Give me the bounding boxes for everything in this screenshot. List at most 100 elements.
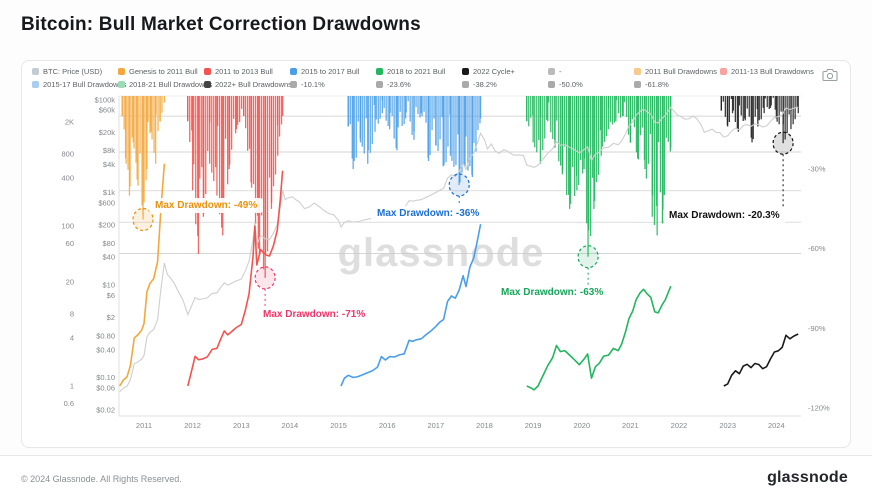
svg-text:$6: $6 bbox=[107, 291, 115, 300]
legend-color-swatch bbox=[204, 68, 211, 75]
svg-text:$1k: $1k bbox=[103, 188, 115, 197]
legend-color-swatch bbox=[720, 68, 727, 75]
export-chart-button[interactable] bbox=[822, 68, 838, 85]
max-drawdown-annotation: Max Drawdown: -49% bbox=[149, 198, 264, 213]
legend-item[interactable]: 2015-17 Bull Drawdowns bbox=[32, 80, 126, 89]
legend-item-label: 2011 to 2013 Bull bbox=[215, 67, 273, 76]
svg-text:$200: $200 bbox=[98, 220, 115, 229]
svg-text:2019: 2019 bbox=[525, 421, 542, 430]
svg-text:0.6: 0.6 bbox=[64, 399, 74, 408]
legend-item-label: -61.8% bbox=[645, 80, 669, 89]
svg-text:-90%: -90% bbox=[808, 324, 826, 333]
legend-item[interactable]: -61.8% bbox=[634, 80, 720, 89]
chart-canvas[interactable]: $100k$60k$20k$8k$4k$1k$600$200$80$40$10$… bbox=[22, 61, 850, 447]
legend-item[interactable]: 2015 to 2017 Bull bbox=[290, 67, 376, 76]
legend-color-swatch bbox=[462, 81, 469, 88]
svg-text:$600: $600 bbox=[98, 198, 115, 207]
legend-item-label: BTC: Price (USD) bbox=[43, 67, 103, 76]
legend-item-label: 2022+ Bull Drawdowns bbox=[215, 80, 292, 89]
legend-item[interactable]: -50.0% bbox=[548, 80, 634, 89]
svg-text:20: 20 bbox=[66, 277, 74, 286]
legend-color-swatch bbox=[118, 81, 125, 88]
svg-text:2017: 2017 bbox=[427, 421, 444, 430]
legend-item[interactable]: -38.2% bbox=[462, 80, 548, 89]
svg-text:400: 400 bbox=[61, 173, 74, 182]
svg-text:$8k: $8k bbox=[103, 146, 115, 155]
legend-color-swatch bbox=[376, 68, 383, 75]
chart-card: BTC: Price (USD) Genesis to 2011 Bull 2011… bbox=[21, 60, 851, 448]
svg-text:2012: 2012 bbox=[184, 421, 201, 430]
max-drawdown-annotation: Max Drawdown: -63% bbox=[495, 285, 610, 300]
legend-item[interactable]: 2011 Bull Drawdowns bbox=[634, 67, 720, 76]
legend-item[interactable]: BTC: Price (USD) bbox=[32, 67, 118, 76]
svg-text:2018: 2018 bbox=[476, 421, 493, 430]
max-drawdown-annotation: Max Drawdown: -20.3% bbox=[663, 208, 786, 223]
legend-item-label: 2011-13 Bull Drawdowns bbox=[731, 67, 814, 76]
legend-color-swatch bbox=[548, 68, 555, 75]
svg-text:-60%: -60% bbox=[808, 244, 826, 253]
svg-text:$100k: $100k bbox=[95, 96, 116, 105]
svg-text:$40: $40 bbox=[102, 253, 115, 262]
svg-text:2014: 2014 bbox=[282, 421, 299, 430]
legend-item-label: - bbox=[559, 67, 562, 76]
legend-color-swatch bbox=[462, 68, 469, 75]
svg-text:2011: 2011 bbox=[136, 421, 152, 430]
legend-color-swatch bbox=[634, 68, 641, 75]
svg-text:2015: 2015 bbox=[330, 421, 347, 430]
legend-color-swatch bbox=[634, 81, 641, 88]
legend-item[interactable]: 2011-13 Bull Drawdowns bbox=[720, 67, 814, 76]
svg-text:2013: 2013 bbox=[233, 421, 250, 430]
legend-color-swatch bbox=[290, 68, 297, 75]
legend-color-swatch bbox=[32, 81, 39, 88]
legend-item-label: 2015-17 Bull Drawdowns bbox=[43, 80, 127, 89]
legend-item-label: 2015 to 2017 Bull bbox=[301, 67, 360, 76]
svg-text:100: 100 bbox=[61, 222, 74, 231]
legend-item[interactable]: -23.6% bbox=[376, 80, 462, 89]
legend-color-swatch bbox=[118, 68, 125, 75]
legend-item-label: Genesis to 2011 Bull bbox=[129, 67, 198, 76]
chart-legend: BTC: Price (USD) Genesis to 2011 Bull 2011… bbox=[32, 67, 814, 89]
legend-color-swatch bbox=[548, 81, 555, 88]
watermark: glassnode bbox=[337, 231, 545, 275]
legend-color-swatch bbox=[290, 81, 297, 88]
svg-text:800: 800 bbox=[61, 149, 74, 158]
glassnode-logo: glassnode bbox=[767, 469, 848, 486]
svg-text:$10: $10 bbox=[102, 281, 115, 290]
svg-text:-120%: -120% bbox=[808, 404, 830, 413]
page-title: Bitcoin: Bull Market Correction Drawdown… bbox=[21, 14, 421, 35]
legend-item-label: 2018 to 2021 Bull bbox=[387, 67, 446, 76]
svg-text:2021: 2021 bbox=[622, 421, 639, 430]
legend-item-label: 2018-21 Bull Drawdowns bbox=[129, 80, 213, 89]
svg-text:2020: 2020 bbox=[573, 421, 590, 430]
svg-text:$0.02: $0.02 bbox=[96, 406, 115, 415]
legend-item-label: -10.1% bbox=[301, 80, 325, 89]
legend-item[interactable]: 2018-21 Bull Drawdowns bbox=[118, 80, 212, 89]
svg-text:2023: 2023 bbox=[719, 421, 736, 430]
svg-text:$20k: $20k bbox=[99, 128, 116, 137]
legend-color-swatch bbox=[376, 81, 383, 88]
svg-text:-30%: -30% bbox=[808, 165, 826, 174]
legend-item[interactable]: Genesis to 2011 Bull bbox=[118, 67, 204, 76]
svg-text:$0.80: $0.80 bbox=[96, 331, 115, 340]
svg-text:$0.06: $0.06 bbox=[96, 383, 115, 392]
svg-text:$80: $80 bbox=[102, 239, 115, 248]
legend-item[interactable]: - bbox=[548, 67, 634, 76]
legend-color-swatch bbox=[32, 68, 39, 75]
svg-text:2022: 2022 bbox=[671, 421, 688, 430]
svg-text:$0.40: $0.40 bbox=[96, 345, 115, 354]
footer: © 2024 Glassnode. All Rights Reserved. g… bbox=[0, 455, 872, 503]
legend-item[interactable]: 2022+ Bull Drawdowns bbox=[204, 80, 292, 89]
legend-item-label: -38.2% bbox=[473, 80, 497, 89]
legend-item[interactable]: 2011 to 2013 Bull bbox=[204, 67, 290, 76]
footer-copyright: © 2024 Glassnode. All Rights Reserved. bbox=[21, 474, 182, 484]
max-drawdown-annotation: Max Drawdown: -71% bbox=[257, 307, 372, 322]
legend-item-label: -50.0% bbox=[559, 80, 583, 89]
legend-item-label: 2011 Bull Drawdowns bbox=[645, 67, 717, 76]
svg-text:60: 60 bbox=[66, 239, 74, 248]
svg-text:$2: $2 bbox=[107, 313, 115, 322]
svg-text:$0.10: $0.10 bbox=[96, 373, 115, 382]
legend-item[interactable]: 2022 Cycle+ bbox=[462, 67, 548, 76]
legend-item[interactable]: 2018 to 2021 Bull bbox=[376, 67, 462, 76]
legend-item[interactable]: -10.1% bbox=[290, 80, 376, 89]
